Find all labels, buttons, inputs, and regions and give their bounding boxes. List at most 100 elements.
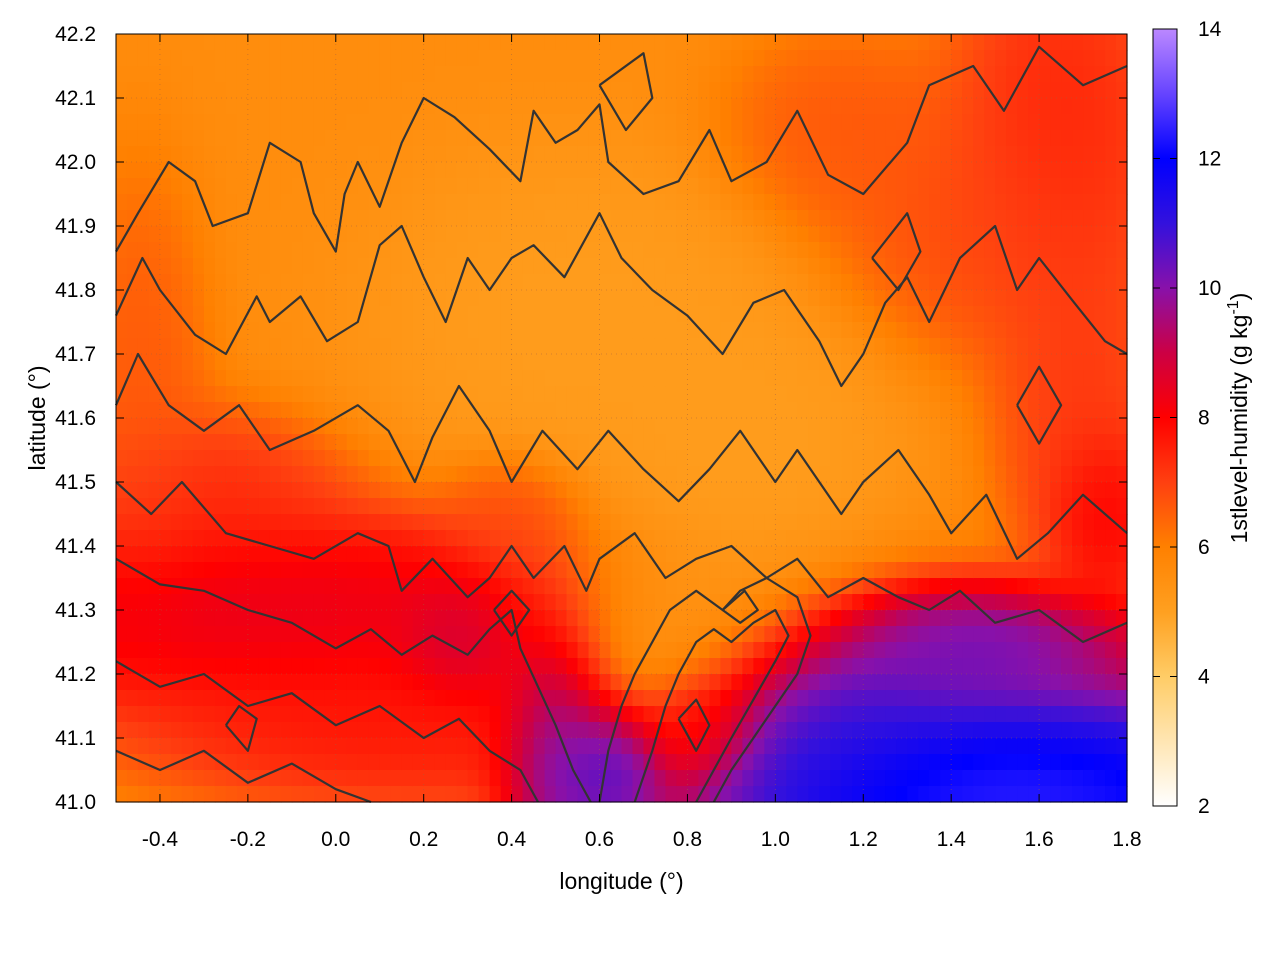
heatmap-cell — [489, 466, 502, 483]
heatmap-cell — [742, 466, 754, 483]
heatmap-cell — [819, 738, 831, 755]
heatmap-cell — [720, 674, 732, 691]
heatmap-cell — [203, 690, 216, 707]
heatmap-cell — [918, 178, 930, 195]
heatmap-cell — [170, 786, 183, 803]
heatmap-cell — [148, 690, 161, 707]
heatmap-cell — [621, 610, 634, 627]
contour-line — [598, 576, 812, 803]
heatmap-cell — [126, 738, 139, 755]
heatmap-cell — [1028, 146, 1040, 163]
heatmap-cell — [368, 178, 381, 195]
heatmap-cell — [258, 66, 271, 83]
colorbar-label-main: 1stlevel-humidity (g kg — [1226, 315, 1252, 544]
heatmap-cell — [907, 466, 919, 483]
heatmap-cell — [1017, 226, 1029, 243]
heatmap-cell — [632, 418, 645, 435]
heatmap-cell — [720, 370, 732, 387]
heatmap-cell — [929, 402, 941, 419]
heatmap-cell — [126, 770, 139, 787]
heatmap-cell — [698, 114, 711, 131]
heatmap-cell — [423, 674, 436, 691]
heatmap-cell — [951, 610, 963, 627]
heatmap-cell — [720, 306, 732, 323]
heatmap-cell — [742, 690, 754, 707]
heatmap-cell — [599, 274, 612, 291]
heatmap-cell — [302, 82, 315, 99]
heatmap-cell — [225, 674, 238, 691]
heatmap-cell — [533, 322, 546, 339]
heatmap-cell — [401, 706, 414, 723]
heatmap-cell — [511, 178, 524, 195]
heatmap-cell — [390, 466, 403, 483]
heatmap-cell — [116, 706, 128, 723]
heatmap-cell — [676, 66, 689, 83]
heatmap-cell — [412, 418, 425, 435]
heatmap-cell — [116, 338, 128, 355]
heatmap-cell — [423, 658, 436, 675]
heatmap-cell — [203, 562, 216, 579]
heatmap-cell — [720, 466, 732, 483]
heatmap-cell — [555, 786, 568, 803]
heatmap-cell — [610, 82, 623, 99]
heatmap-cell — [1083, 98, 1095, 115]
contour-line — [224, 704, 258, 752]
heatmap-cell — [973, 482, 985, 499]
heatmap-cell — [192, 290, 205, 307]
heatmap-cell — [1116, 546, 1128, 563]
heatmap-cell — [214, 130, 227, 147]
heatmap-cell — [962, 66, 974, 83]
colorbar-label: 1stlevel-humidity (g kg-1) — [1225, 293, 1252, 544]
heatmap-cell — [137, 322, 150, 339]
heatmap-cell — [203, 482, 216, 499]
heatmap-cell — [269, 546, 282, 563]
heatmap-cell — [1017, 210, 1029, 227]
heatmap-cell — [621, 210, 634, 227]
heatmap-cell — [522, 450, 535, 467]
heatmap-cell — [181, 642, 194, 659]
heatmap-cell — [203, 338, 216, 355]
heatmap-cell — [654, 770, 667, 787]
heatmap-cell — [456, 130, 469, 147]
heatmap-cell — [467, 162, 480, 179]
heatmap-cell — [478, 50, 491, 67]
heatmap-cell — [830, 210, 842, 227]
heatmap-cell — [830, 658, 842, 675]
heatmap-cell — [665, 50, 678, 67]
heatmap-cell — [1050, 66, 1062, 83]
heatmap-cell — [478, 562, 491, 579]
heatmap-cell — [610, 370, 623, 387]
heatmap-cell — [302, 50, 315, 67]
heatmap-cell — [621, 770, 634, 787]
heatmap-cell — [137, 34, 150, 51]
heatmap-cell — [841, 290, 853, 307]
heatmap-cell — [500, 674, 513, 691]
heatmap-cell — [786, 562, 798, 579]
heatmap-cell — [1061, 562, 1073, 579]
heatmap-cell — [951, 498, 963, 515]
heatmap-cell — [489, 690, 502, 707]
heatmap-cell — [918, 674, 930, 691]
heatmap-cell — [324, 754, 337, 771]
heatmap-cell — [269, 98, 282, 115]
heatmap-cell — [984, 290, 996, 307]
heatmap-cell — [500, 194, 513, 211]
heatmap-cell — [1050, 610, 1062, 627]
heatmap-cell — [159, 450, 172, 467]
heatmap-cell — [544, 722, 557, 739]
heatmap-cell — [830, 162, 842, 179]
heatmap-cell — [786, 786, 798, 803]
heatmap-cell — [698, 498, 711, 515]
heatmap-cell — [599, 226, 612, 243]
heatmap-cell — [852, 306, 864, 323]
heatmap-cell — [379, 114, 392, 131]
heatmap-cell — [291, 258, 304, 275]
heatmap-cell — [258, 722, 271, 739]
heatmap-cell — [907, 514, 919, 531]
heatmap-cell — [819, 626, 831, 643]
heatmap-cell — [962, 434, 974, 451]
heatmap-cell — [126, 482, 139, 499]
heatmap-cell — [368, 34, 381, 51]
heatmap-cell — [907, 34, 919, 51]
heatmap-cell — [852, 98, 864, 115]
